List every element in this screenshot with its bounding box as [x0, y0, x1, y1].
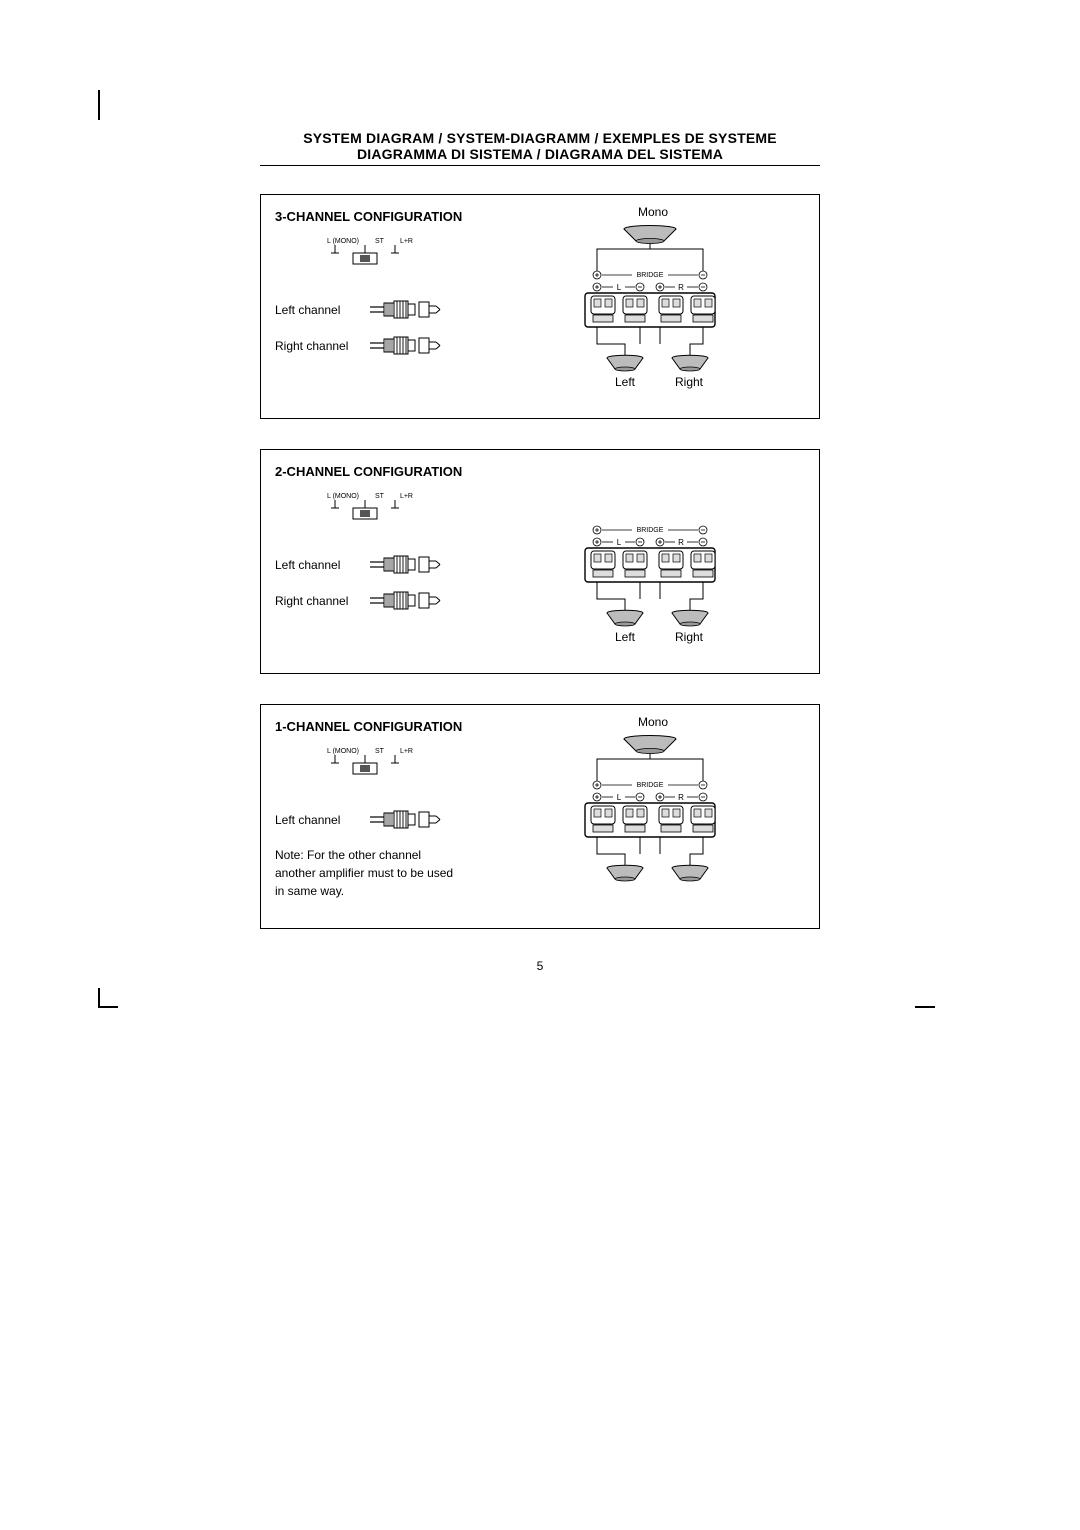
- input-label: Right channel: [275, 594, 370, 608]
- crop-mark-top: [98, 90, 100, 120]
- switch-label-left: L (MONO): [327, 238, 359, 245]
- title-block: SYSTEM DIAGRAM / SYSTEM-DIAGRAMM / EXEMP…: [260, 130, 820, 166]
- switch-label-right: L+R: [400, 493, 413, 500]
- page: SYSTEM DIAGRAM / SYSTEM-DIAGRAMM / EXEMP…: [0, 0, 1080, 1530]
- config-box: 3-CHANNEL CONFIGURATION L (MONO) ST L+R Left…: [260, 194, 820, 419]
- input-label: Left channel: [275, 813, 370, 827]
- input-row: Left channel: [275, 810, 495, 830]
- config-note: Note: For the other channel another ampl…: [275, 846, 465, 900]
- rca-plug-icon: [370, 336, 460, 356]
- switch-label-left: L (MONO): [327, 748, 359, 755]
- input-row: Left channel: [275, 300, 495, 320]
- crop-mark-br: [915, 1006, 935, 1008]
- config-title: 1-CHANNEL CONFIGURATION: [275, 719, 495, 734]
- wiring-diagram: [525, 209, 775, 399]
- switch-label-mid: ST: [375, 493, 384, 500]
- mono-label: Mono: [625, 715, 681, 729]
- switch-label-right: L+R: [400, 748, 413, 755]
- rca-plug-icon: [370, 810, 460, 830]
- switch-label-mid: ST: [375, 748, 384, 755]
- mono-label: Mono: [625, 205, 681, 219]
- switch-label-left: L (MONO): [327, 493, 359, 500]
- config-right-col: Mono: [525, 719, 805, 914]
- rca-plug-icon: [370, 591, 460, 611]
- mode-switch-diagram: L (MONO) ST L+R: [325, 238, 415, 272]
- title-line-2: DIAGRAMMA DI SISTEMA / DIAGRAMA DEL SIST…: [260, 146, 820, 162]
- title-line-1: SYSTEM DIAGRAM / SYSTEM-DIAGRAMM / EXEMP…: [260, 130, 820, 146]
- config-box: 2-CHANNEL CONFIGURATION L (MONO) ST L+R Left…: [260, 449, 820, 674]
- switch-icon: [325, 755, 405, 777]
- config-left-col: 3-CHANNEL CONFIGURATION L (MONO) ST L+R Left…: [275, 209, 495, 404]
- page-number: 5: [170, 959, 910, 973]
- crop-mark-bl-h: [98, 1006, 118, 1008]
- config-right-col: Left Right: [525, 464, 805, 659]
- switch-label-right: L+R: [400, 238, 413, 245]
- config-left-col: 1-CHANNEL CONFIGURATION L (MONO) ST L+R Left…: [275, 719, 495, 914]
- crop-mark-bl-v: [98, 988, 100, 1008]
- mode-switch-diagram: L (MONO) ST L+R: [325, 748, 415, 782]
- switch-icon: [325, 500, 405, 522]
- wiring-diagram: [525, 719, 775, 909]
- mode-switch-diagram: L (MONO) ST L+R: [325, 493, 415, 527]
- right-label: Right: [667, 630, 711, 644]
- switch-label-mid: ST: [375, 238, 384, 245]
- config-right-col: MonoLeftRight: [525, 209, 805, 404]
- configs-container: 3-CHANNEL CONFIGURATION L (MONO) ST L+R Left…: [170, 194, 910, 929]
- input-label: Right channel: [275, 339, 370, 353]
- input-label: Left channel: [275, 303, 370, 317]
- switch-icon: [325, 245, 405, 267]
- config-title: 2-CHANNEL CONFIGURATION: [275, 464, 495, 479]
- input-row: Right channel: [275, 591, 495, 611]
- wiring-diagram: [525, 464, 775, 654]
- rca-plug-icon: [370, 555, 460, 575]
- left-label: Left: [603, 375, 647, 389]
- config-title: 3-CHANNEL CONFIGURATION: [275, 209, 495, 224]
- title-underline: [260, 165, 820, 166]
- config-box: 1-CHANNEL CONFIGURATION L (MONO) ST L+R Left…: [260, 704, 820, 929]
- input-label: Left channel: [275, 558, 370, 572]
- config-left-col: 2-CHANNEL CONFIGURATION L (MONO) ST L+R Left…: [275, 464, 495, 659]
- input-row: Left channel: [275, 555, 495, 575]
- input-row: Right channel: [275, 336, 495, 356]
- left-label: Left: [603, 630, 647, 644]
- right-label: Right: [667, 375, 711, 389]
- rca-plug-icon: [370, 300, 460, 320]
